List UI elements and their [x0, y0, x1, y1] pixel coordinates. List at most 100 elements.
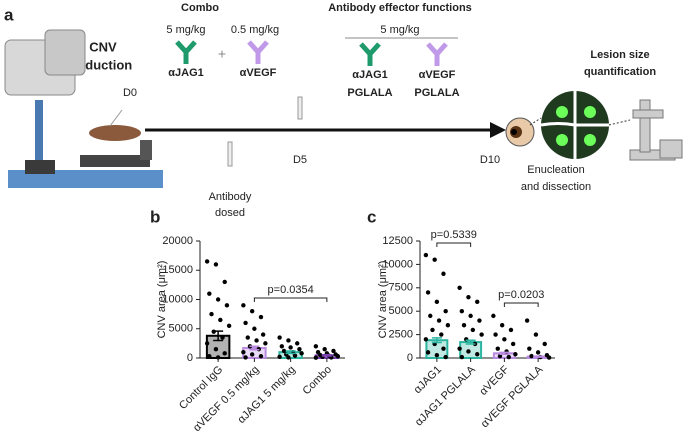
data-point	[209, 311, 214, 317]
data-point	[224, 303, 230, 308]
data-point	[292, 353, 298, 358]
data-point	[428, 313, 433, 319]
antibody: αJAG1	[352, 69, 388, 81]
data-point	[249, 352, 255, 357]
p-value: p=0.0354	[268, 284, 314, 296]
data-point	[313, 355, 319, 360]
data-point	[313, 344, 319, 349]
data-point	[331, 348, 336, 354]
dose: 5 mg/kg	[380, 24, 419, 36]
dosed: dosed	[215, 207, 245, 219]
data-point	[213, 347, 219, 352]
y-tick-label: 12500	[382, 235, 413, 247]
error-bar	[465, 339, 476, 345]
data-point	[215, 297, 221, 302]
data-point	[249, 309, 255, 314]
data-point	[535, 350, 541, 355]
antibody-icon	[175, 40, 197, 64]
data-point	[513, 352, 518, 357]
data-point	[222, 279, 227, 285]
panel-label: c	[367, 207, 376, 226]
y-tick-label: 7500	[389, 282, 413, 294]
data-point	[226, 323, 232, 329]
data-point	[441, 346, 446, 351]
data-point	[510, 341, 516, 347]
panel-label: a	[4, 5, 14, 24]
data-point	[457, 346, 462, 351]
data-point	[260, 332, 266, 337]
data-point	[436, 318, 442, 323]
antibody: αJAG1	[168, 67, 204, 79]
data-point	[263, 341, 268, 346]
data-point	[258, 354, 264, 359]
dissection: Enucleation	[527, 164, 585, 176]
error-bar	[499, 351, 510, 356]
y-tick-label: 0	[187, 352, 193, 364]
data-point	[434, 299, 440, 305]
data-point	[335, 354, 341, 359]
x-tick-label: αVEGF 0.5 mg/kg	[191, 364, 261, 434]
data-point	[288, 345, 293, 350]
y-tick-label: 10000	[382, 258, 413, 270]
data-point	[220, 335, 225, 340]
data-point	[459, 354, 465, 360]
data-point	[243, 320, 248, 326]
data-point	[215, 355, 221, 360]
data-point	[491, 313, 496, 319]
data-point	[529, 353, 534, 359]
y-tick-label: 5000	[169, 323, 193, 335]
data-point	[443, 354, 448, 360]
data-point	[204, 341, 210, 346]
data-point	[299, 351, 304, 356]
data-point	[542, 341, 547, 347]
data-point	[286, 338, 291, 343]
data-point	[432, 257, 437, 262]
data-point	[286, 355, 291, 360]
combo-title: Combo	[181, 2, 219, 14]
data-point	[423, 337, 429, 342]
p-value: p=0.0203	[498, 289, 544, 301]
data-point	[252, 326, 257, 331]
data-point	[533, 332, 539, 337]
data-point	[495, 346, 500, 351]
data-point	[524, 318, 530, 323]
dissection: and dissection	[521, 181, 591, 193]
antibody-icon	[426, 42, 448, 66]
antibody-icon	[359, 42, 381, 66]
induction: induction	[74, 57, 133, 72]
data-point	[546, 355, 552, 360]
data-point	[475, 352, 480, 357]
induction: CNV	[89, 39, 117, 54]
x-tick-label: αVEGF PGLALA	[479, 363, 546, 430]
data-point	[497, 353, 503, 359]
data-point	[423, 252, 429, 258]
dosed: Antibody	[209, 191, 252, 203]
data-point	[241, 303, 246, 308]
quantification: quantification	[584, 66, 656, 78]
error-bar	[285, 350, 296, 355]
data-point	[425, 290, 431, 295]
day-label: D0	[123, 87, 137, 99]
retina	[540, 91, 609, 159]
data-point	[439, 332, 444, 337]
effector-title: Antibody effector functions	[328, 2, 472, 14]
day-label: D5	[293, 154, 307, 166]
dose: 5 mg/kg	[166, 24, 205, 36]
data-point	[527, 346, 532, 351]
data-point	[254, 338, 259, 343]
plus: +	[218, 46, 226, 62]
error-bar	[249, 345, 260, 351]
data-point	[466, 349, 471, 354]
connector	[608, 119, 631, 126]
day-label: D10	[480, 154, 500, 166]
data-point	[479, 332, 484, 337]
data-point	[241, 349, 246, 355]
data-point	[493, 332, 498, 337]
data-point	[443, 309, 448, 314]
microscope	[629, 99, 683, 161]
y-tick-label: 0	[407, 352, 413, 364]
eye	[505, 117, 535, 147]
y-tick-label: 10000	[162, 293, 193, 305]
connector	[529, 117, 542, 126]
y-axis-label: CNV area (μm²)	[156, 261, 168, 339]
